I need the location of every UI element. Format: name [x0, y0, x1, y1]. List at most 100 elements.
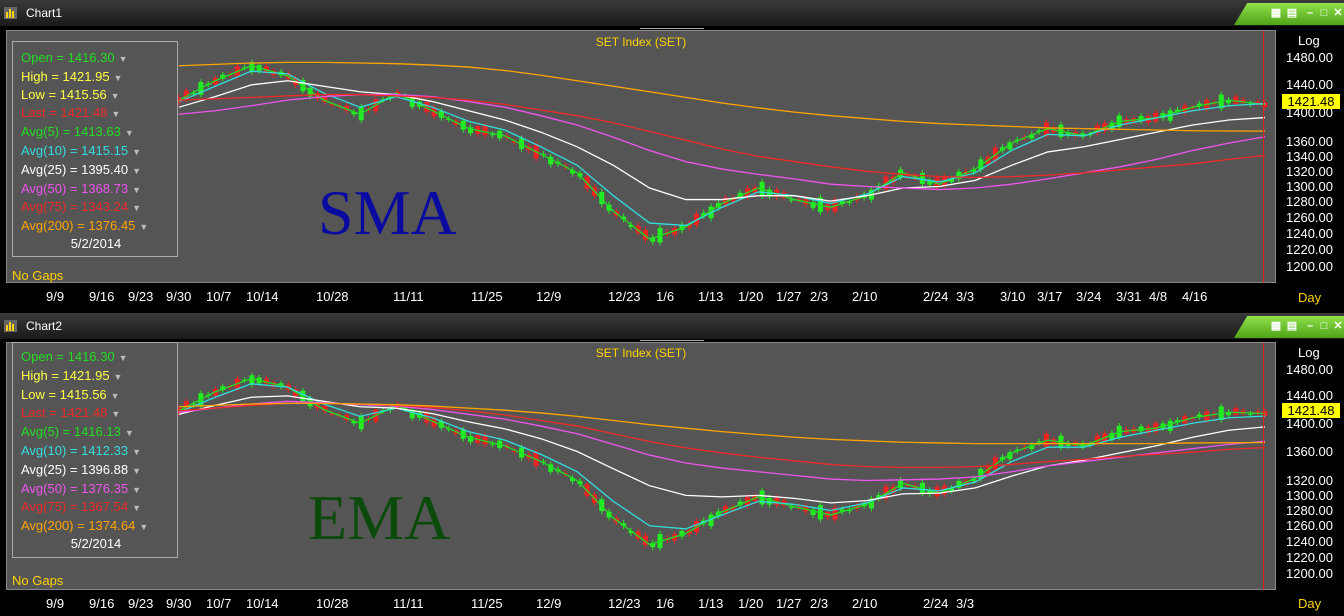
candle-body — [810, 202, 816, 208]
candle-body — [548, 464, 554, 472]
candle-body — [1233, 96, 1239, 104]
candle-body — [1036, 441, 1042, 443]
candle-body — [927, 180, 933, 185]
candle-body — [271, 382, 277, 387]
candle-body — [606, 511, 612, 518]
candle-body — [621, 216, 627, 220]
candle-body — [1255, 411, 1261, 413]
legend-avg200[interactable]: Avg(200) = 1376.45 ▼ — [21, 218, 149, 233]
period-label[interactable]: Day — [1298, 596, 1322, 611]
maximize-icon[interactable]: □ — [1320, 7, 1328, 19]
x-tick-label: 10/28 — [316, 596, 349, 611]
candle-body — [1007, 452, 1013, 460]
x-tick-label: 10/7 — [206, 596, 232, 611]
last-price-label: 1421.48 — [1282, 94, 1340, 109]
x-tick-label: 11/25 — [471, 596, 503, 611]
legend-date: 5/2/2014 — [70, 536, 122, 551]
y-axis[interactable] — [1276, 30, 1344, 283]
candle-body — [1233, 408, 1239, 416]
candle-body — [628, 224, 634, 227]
candle-body — [562, 472, 568, 474]
chart2-titlebar[interactable]: Chart2 ▦ ▤ – □ ✕ — [0, 313, 1344, 340]
close-icon[interactable]: ✕ — [1333, 320, 1343, 332]
layout-icon[interactable]: ▦ — [1270, 320, 1282, 332]
legend-open[interactable]: Open = 1416.30 ▼ — [21, 50, 128, 65]
tile-icon[interactable]: ▤ — [1286, 320, 1298, 332]
x-tick-label: 1/13 — [698, 596, 724, 611]
legend-avg200[interactable]: Avg(200) = 1374.64 ▼ — [21, 518, 149, 533]
candle-body — [329, 104, 335, 106]
ma-line-avg10 — [178, 383, 1266, 530]
legend-avg75[interactable]: Avg(75) = 1367.54 ▼ — [21, 499, 142, 514]
candle-body — [468, 127, 474, 134]
candle-body — [322, 96, 328, 102]
candle-body — [387, 96, 393, 99]
y-tick-label: 1200.00 — [1286, 565, 1333, 581]
chart-title: SET Index (SET) — [595, 35, 687, 49]
y-tick-label: 1280.00 — [1286, 502, 1333, 518]
x-tick-label: 10/14 — [246, 596, 279, 611]
x-tick-label: 4/16 — [1182, 289, 1208, 304]
maximize-icon[interactable]: □ — [1320, 320, 1328, 332]
candle-body — [548, 156, 554, 165]
legend-avg50[interactable]: Avg(50) = 1368.73 ▼ — [21, 181, 142, 196]
x-tick-label: 3/3 — [956, 596, 975, 611]
legend-low[interactable]: Low = 1415.56 ▼ — [21, 87, 120, 102]
legend-avg10[interactable]: Avg(10) = 1412.33 ▼ — [21, 443, 142, 458]
candle-body — [1087, 444, 1093, 446]
candle-body — [628, 531, 634, 534]
y-tick-label: 1440.00 — [1286, 388, 1333, 404]
x-axis[interactable] — [0, 590, 1344, 616]
x-tick-label: 12/9 — [536, 596, 562, 611]
legend-high[interactable]: High = 1421.95 ▼ — [21, 368, 123, 383]
legend-avg25[interactable]: Avg(25) = 1396.88 ▼ — [21, 462, 142, 477]
candle-body — [1196, 414, 1202, 417]
legend-avg10[interactable]: Avg(10) = 1415.15 ▼ — [21, 143, 142, 158]
legend-last[interactable]: Last = 1421.48 ▼ — [21, 105, 121, 120]
y-tick-label: 1400.00 — [1286, 415, 1333, 431]
candle-body — [679, 224, 685, 231]
legend-high[interactable]: High = 1421.95 ▼ — [21, 69, 123, 84]
x-axis[interactable] — [0, 283, 1344, 309]
x-tick-label: 1/13 — [698, 289, 724, 304]
y-tick-label: 1300.00 — [1286, 179, 1333, 195]
scale-label[interactable]: Log — [1298, 33, 1320, 48]
candle-body — [737, 501, 743, 506]
y-tick-label: 1200.00 — [1286, 258, 1333, 274]
candle-body — [730, 198, 736, 202]
chart-app-icon — [4, 320, 17, 332]
scale-label[interactable]: Log — [1298, 345, 1320, 360]
candle-body — [839, 201, 845, 204]
minimize-icon[interactable]: – — [1306, 320, 1314, 332]
candle-body — [1029, 134, 1035, 139]
candle-body — [1226, 411, 1232, 416]
ma-type-label: EMA — [308, 482, 451, 553]
legend-avg75[interactable]: Avg(75) = 1343.24 ▼ — [21, 199, 142, 214]
candle-body — [409, 98, 415, 107]
layout-icon[interactable]: ▦ — [1270, 7, 1282, 19]
x-tick-label: 10/7 — [206, 289, 232, 304]
candle-body — [839, 509, 845, 512]
minimize-icon[interactable]: – — [1306, 7, 1314, 19]
period-label[interactable]: Day — [1298, 290, 1322, 305]
y-tick-label: 1320.00 — [1286, 473, 1333, 488]
legend-open[interactable]: Open = 1416.30 ▼ — [21, 349, 128, 364]
legend-avg25[interactable]: Avg(25) = 1395.40 ▼ — [21, 162, 142, 177]
y-tick-label: 1280.00 — [1286, 194, 1333, 210]
plot-area[interactable] — [6, 30, 1276, 283]
y-tick-label: 1220.00 — [1286, 549, 1333, 565]
legend-avg50[interactable]: Avg(50) = 1376.35 ▼ — [21, 481, 142, 496]
legend-box: Open = 1416.30 ▼ High = 1421.95 ▼ Low = 14… — [12, 41, 178, 257]
tile-icon[interactable]: ▤ — [1286, 7, 1298, 19]
legend-last[interactable]: Last = 1421.48 ▼ — [21, 405, 121, 420]
candle-body — [796, 199, 802, 201]
chart1-titlebar[interactable]: Chart1 ▦ ▤ – □ ✕ — [0, 0, 1344, 27]
candle-body — [635, 225, 641, 233]
legend-low[interactable]: Low = 1415.56 ▼ — [21, 387, 120, 402]
close-icon[interactable]: ✕ — [1333, 7, 1343, 19]
y-axis[interactable] — [1276, 342, 1344, 590]
x-tick-label: 2/3 — [810, 289, 829, 304]
legend-avg5[interactable]: Avg(5) = 1416.13 ▼ — [21, 424, 134, 439]
legend-avg5[interactable]: Avg(5) = 1413.63 ▼ — [21, 124, 134, 139]
plot-area[interactable] — [6, 342, 1276, 590]
